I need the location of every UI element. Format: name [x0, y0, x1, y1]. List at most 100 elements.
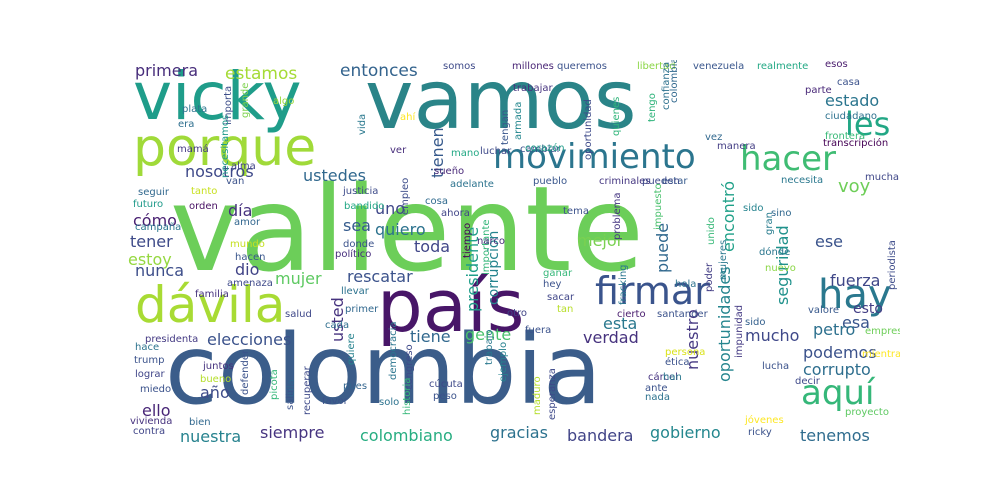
word: rescatar [347, 267, 413, 286]
word: trump [134, 355, 165, 366]
word: ese [815, 232, 844, 251]
word: mucha [865, 172, 900, 183]
word: quiero [375, 220, 426, 239]
word: político [335, 249, 372, 260]
word: han [663, 372, 682, 383]
word: plata [182, 104, 208, 115]
word: ética [665, 357, 690, 368]
word: bien [189, 417, 211, 428]
word: mucho [745, 326, 800, 345]
word: criminales [599, 176, 651, 187]
word: amor [234, 217, 261, 228]
word: ejemplo [498, 341, 509, 382]
word: tanto [191, 186, 218, 197]
word: oportunidades [715, 266, 734, 382]
word: impunidad [734, 304, 745, 358]
word: manera [717, 141, 756, 152]
word: dónde [759, 247, 791, 258]
word: sueño [434, 166, 465, 177]
word: pueblo [533, 176, 568, 187]
word: cúcuta [429, 379, 463, 390]
word: valore [808, 305, 839, 316]
word: nuestra [180, 427, 242, 445]
word: adelante [450, 179, 494, 190]
word: podemos [803, 343, 877, 362]
word: decir [795, 376, 820, 387]
word: donde [343, 239, 375, 250]
word: frontera [825, 131, 866, 142]
word: mientras [862, 349, 900, 360]
word: miedo [140, 384, 172, 395]
word: estamos [225, 64, 298, 84]
word: fuerza [830, 271, 881, 290]
word: mano [451, 148, 480, 159]
word: libertad [637, 61, 676, 72]
word: impuesto [653, 183, 664, 230]
word: mujer [275, 269, 322, 288]
word: esto [853, 301, 883, 317]
word: juntos [203, 361, 234, 372]
word: colombiano [360, 426, 453, 445]
word: orden [189, 201, 218, 212]
word: gracias [490, 423, 548, 442]
word: vicky [133, 60, 302, 135]
word: favor [322, 396, 348, 407]
word-cloud-area: valiente colombia vamos vicky país porqu… [125, 60, 900, 445]
word: defender [240, 349, 251, 395]
word: aquí [801, 373, 875, 413]
word: solo [379, 397, 400, 408]
word: gente [465, 325, 512, 344]
word: persona [665, 347, 706, 358]
word: trabajar [513, 83, 553, 94]
word: tengan [500, 109, 511, 145]
word: hola [675, 279, 697, 290]
word: ahora [441, 208, 470, 219]
word: realmente [757, 61, 809, 72]
word: cárcel [648, 372, 678, 383]
word: elecciones [207, 330, 292, 349]
word: era [178, 119, 195, 130]
word: salir [285, 388, 296, 410]
word: recuperar [302, 366, 313, 415]
word: nunca [135, 261, 185, 280]
word: primera [135, 61, 198, 80]
word: ciudadano [825, 111, 878, 122]
word: algo [273, 96, 295, 107]
word: campaña [135, 222, 182, 233]
word: seguir [138, 187, 169, 198]
word: queremos [557, 61, 607, 72]
word: cierto [617, 309, 646, 320]
word: entonces [340, 61, 418, 81]
word: firmar [595, 269, 710, 313]
word: trabajo [484, 329, 495, 365]
word: porque [133, 118, 317, 178]
word: hacer [740, 139, 836, 179]
word: picota [269, 369, 280, 400]
word: verdad [583, 328, 639, 347]
word: vamos [365, 60, 637, 148]
word: bandera [567, 426, 634, 445]
word: nuevo [765, 263, 796, 274]
word: ganar [543, 268, 573, 279]
word: país [377, 264, 525, 348]
word: justicia [343, 186, 379, 197]
word: vida [357, 113, 368, 135]
word: lucha [762, 361, 790, 372]
word: colombia [165, 314, 602, 426]
word: empleo [400, 177, 411, 215]
word: luchar [480, 146, 512, 157]
word: dio [235, 260, 260, 279]
word: transcripción [823, 138, 889, 149]
word: historia [402, 377, 413, 415]
word: mamá [177, 144, 209, 155]
word: tengo [647, 93, 658, 122]
word: somos [443, 61, 476, 72]
word: narco [477, 236, 505, 247]
word: amenaza [227, 278, 273, 289]
word: siempre [260, 423, 325, 442]
word: esos [825, 60, 848, 70]
word: presidenta [145, 334, 199, 345]
word: fracking [618, 264, 629, 305]
word: estar [662, 176, 688, 187]
word: venezuela [693, 61, 745, 72]
